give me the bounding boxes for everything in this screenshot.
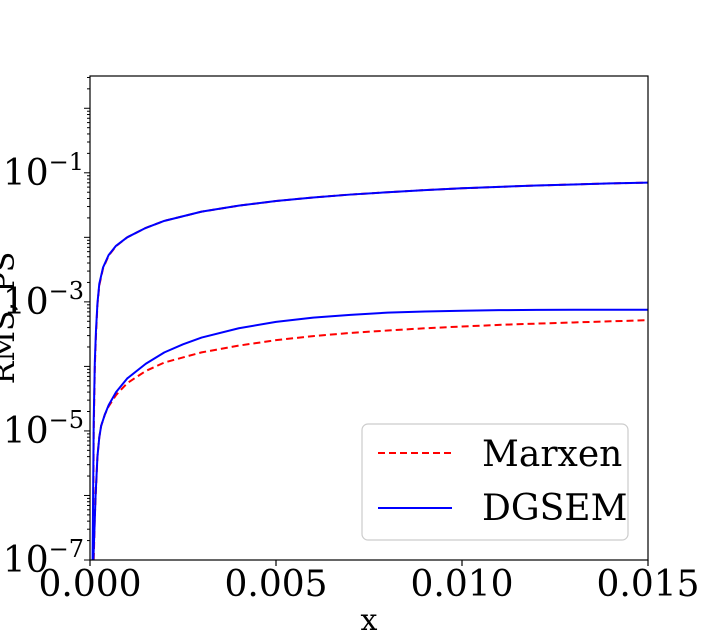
legend: Marxen DGSEM bbox=[361, 423, 629, 541]
plot-frame bbox=[89, 75, 649, 561]
x-axis-label: x bbox=[361, 603, 378, 630]
y-tick-label: 10−7 bbox=[3, 535, 84, 581]
x-tick-label: 0.010 bbox=[410, 564, 513, 605]
y-axis-label: RMS, PS bbox=[0, 252, 22, 385]
y-tick-label: 10−5 bbox=[3, 406, 84, 452]
legend-label-marxen: Marxen bbox=[482, 434, 622, 475]
series-line-dgsem-1 bbox=[91, 181, 649, 561]
x-tick-label: 0.000 bbox=[38, 564, 141, 605]
x-tick-label: 0.015 bbox=[596, 564, 699, 605]
y-tick-label: 10−3 bbox=[3, 277, 84, 323]
legend-label-dgsem: DGSEM bbox=[482, 488, 627, 529]
x-tick-label: 0.005 bbox=[224, 564, 327, 605]
y-tick-label: 10−1 bbox=[3, 148, 84, 194]
series-line-dgsem-2 bbox=[92, 308, 648, 561]
